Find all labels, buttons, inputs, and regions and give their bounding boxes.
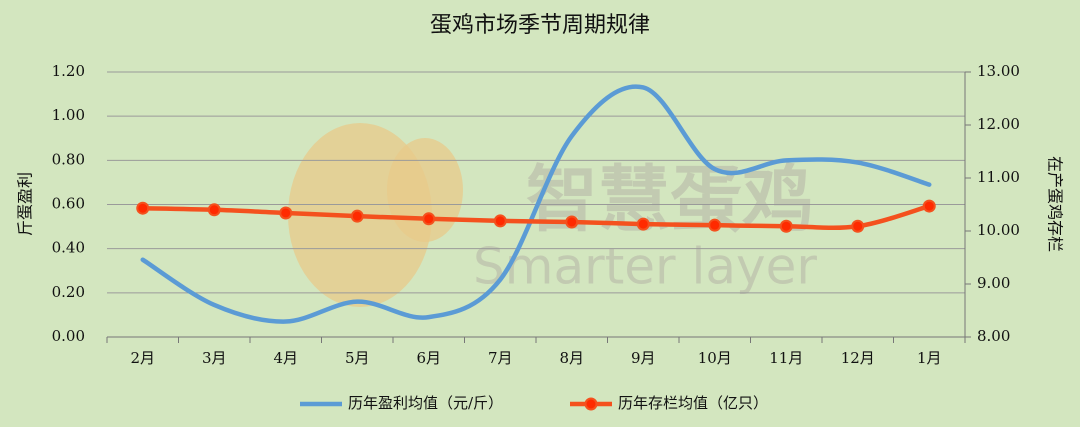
x-tick-label: 10月 bbox=[698, 349, 732, 367]
chart-title: 蛋鸡市场季节周期规律 bbox=[430, 13, 650, 38]
y2-tick-label: 11.00 bbox=[977, 168, 1020, 186]
y-tick-label: 1.20 bbox=[52, 62, 85, 80]
y2-axis-label: 在产蛋鸡存栏 bbox=[1046, 156, 1065, 252]
point bbox=[708, 218, 722, 232]
y-tick-label: 1.00 bbox=[52, 106, 85, 124]
line-series bbox=[140, 84, 932, 324]
x-tick-label: 1月 bbox=[917, 349, 942, 367]
x-tick-label: 12月 bbox=[841, 349, 875, 367]
x-tick-label: 4月 bbox=[273, 349, 298, 367]
x-tick-label: 9月 bbox=[631, 349, 656, 367]
watermark: Smarter layer bbox=[473, 238, 817, 296]
point bbox=[279, 206, 293, 220]
point bbox=[493, 214, 507, 228]
point bbox=[636, 217, 650, 231]
point bbox=[922, 199, 936, 213]
point bbox=[851, 219, 865, 233]
y-tick-label: 0.00 bbox=[52, 327, 85, 345]
y2-tick-label: 12.00 bbox=[977, 115, 1020, 133]
watermark: 智慧蛋鸡 bbox=[526, 158, 814, 242]
y-tick-label: 0.80 bbox=[52, 150, 85, 168]
x-tick-label: 2月 bbox=[130, 349, 155, 367]
watermark-logo bbox=[387, 138, 463, 242]
point bbox=[207, 203, 221, 217]
x-tick-label: 3月 bbox=[202, 349, 227, 367]
y2-tick-label: 8.00 bbox=[977, 327, 1010, 345]
y-tick-label: 0.20 bbox=[52, 283, 85, 301]
y-tick-label: 0.60 bbox=[52, 195, 85, 213]
point bbox=[565, 215, 579, 229]
y2-tick-label: 13.00 bbox=[977, 62, 1020, 80]
point bbox=[350, 209, 364, 223]
y-tick-label: 0.40 bbox=[52, 239, 85, 257]
legend-label: 历年盈利均值（元/斤） bbox=[348, 394, 503, 412]
y-axis-label: 斤蛋盈利 bbox=[16, 172, 35, 236]
point bbox=[779, 219, 793, 233]
legend-marker bbox=[584, 397, 598, 411]
x-tick-label: 5月 bbox=[345, 349, 370, 367]
point bbox=[136, 201, 150, 215]
y2-tick-label: 9.00 bbox=[977, 274, 1010, 292]
x-tick-label: 6月 bbox=[416, 349, 441, 367]
legend-label: 历年存栏均值（亿只） bbox=[618, 394, 768, 412]
x-tick-label: 11月 bbox=[769, 349, 803, 367]
x-tick-label: 7月 bbox=[488, 349, 513, 367]
y2-tick-label: 10.00 bbox=[977, 221, 1020, 239]
x-tick-label: 8月 bbox=[559, 349, 584, 367]
point bbox=[422, 212, 436, 226]
line-series bbox=[140, 203, 932, 231]
